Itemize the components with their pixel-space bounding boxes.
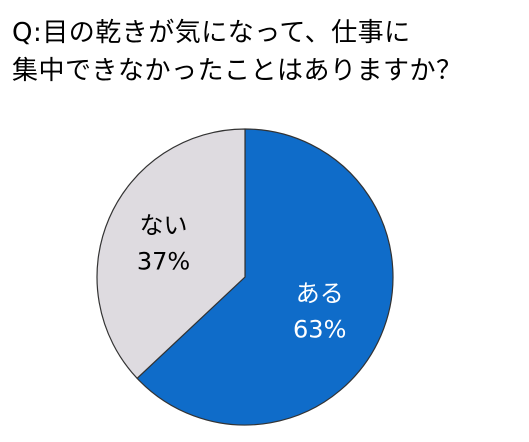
slice-aru-label: ある: [296, 279, 344, 307]
chart-title-line-1: Q:目の乾きが気になって、仕事に: [12, 18, 411, 48]
pie-labels: ある 63% ない 37%: [137, 212, 347, 344]
slice-nai: [96, 128, 246, 379]
slice-aru-percent: 63%: [293, 315, 346, 343]
chart-title-line-2: 集中できなかったことはありますか？: [12, 56, 463, 86]
chart-title: Q:目の乾きが気になって、仕事に 集中できなかったことはありますか？: [12, 14, 522, 90]
slice-nai-percent: 37%: [137, 248, 190, 276]
slice-nai-label: ない: [140, 212, 188, 240]
slice-aru: [136, 128, 394, 426]
pie-slices: [96, 128, 394, 426]
